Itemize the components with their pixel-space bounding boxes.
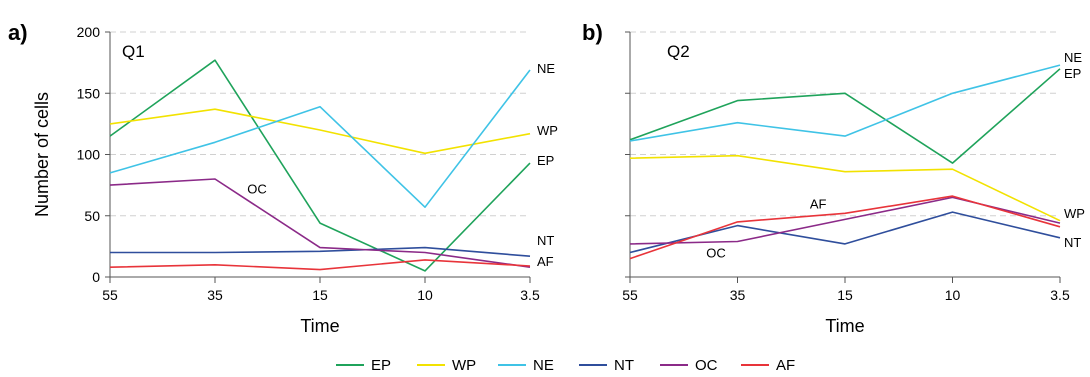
y-tick-label: 150 (77, 85, 101, 101)
y-tick-label: 0 (92, 269, 100, 285)
x-tick-label: 55 (622, 287, 638, 303)
series-line-ne (629, 64, 1061, 142)
legend-label-wp: WP (452, 357, 476, 374)
legend-label-ep: EP (371, 357, 391, 374)
series-line-ep (629, 68, 1061, 164)
y-tick-label: 100 (77, 147, 101, 163)
annotation-label: AF (810, 196, 827, 211)
legend-label-nt: NT (614, 357, 634, 374)
x-tick-label: 15 (312, 287, 328, 303)
end-label-ep: EP (1064, 66, 1081, 81)
series-line-ne (109, 69, 531, 208)
x-axis-label: Time (825, 316, 864, 336)
x-tick-label: 35 (207, 287, 223, 303)
end-label-ne: NE (1064, 50, 1082, 65)
annotation-label: OC (706, 245, 726, 260)
x-tick-label: 15 (837, 287, 853, 303)
y-tick-label: 50 (84, 208, 100, 224)
end-label-af: AF (537, 254, 554, 269)
y-tick-label: 200 (77, 24, 101, 40)
legend-label-af: AF (776, 357, 795, 374)
chart-title: Q2 (667, 42, 690, 61)
end-label-nt: NT (537, 233, 554, 248)
panel-label: b) (582, 20, 603, 45)
end-label-ne: NE (537, 61, 555, 76)
x-tick-label: 3.5 (1050, 287, 1070, 303)
y-axis-label: Number of cells (32, 92, 52, 217)
x-tick-label: 10 (945, 287, 961, 303)
chart-title: Q1 (122, 42, 145, 61)
x-tick-label: 55 (102, 287, 118, 303)
series-line-oc (109, 178, 531, 268)
annotation-label: OC (247, 182, 267, 197)
series-line-nt (629, 211, 1061, 254)
x-tick-label: 35 (730, 287, 746, 303)
series-line-af (629, 195, 1061, 260)
x-axis-label: Time (300, 316, 339, 336)
end-label-nt: NT (1064, 235, 1081, 250)
legend-label-oc: OC (695, 357, 718, 374)
panel-label: a) (8, 20, 28, 45)
series-line-wp (629, 154, 1061, 222)
x-tick-label: 10 (417, 287, 433, 303)
series-line-ep (109, 59, 531, 272)
series-line-af (109, 259, 531, 271)
series-line-wp (109, 108, 531, 155)
series-line-nt (110, 246, 531, 257)
end-label-wp: WP (1064, 206, 1085, 221)
x-tick-label: 3.5 (520, 287, 540, 303)
end-label-ep: EP (537, 153, 554, 168)
end-label-wp: WP (537, 123, 558, 138)
legend-label-ne: NE (533, 357, 554, 374)
